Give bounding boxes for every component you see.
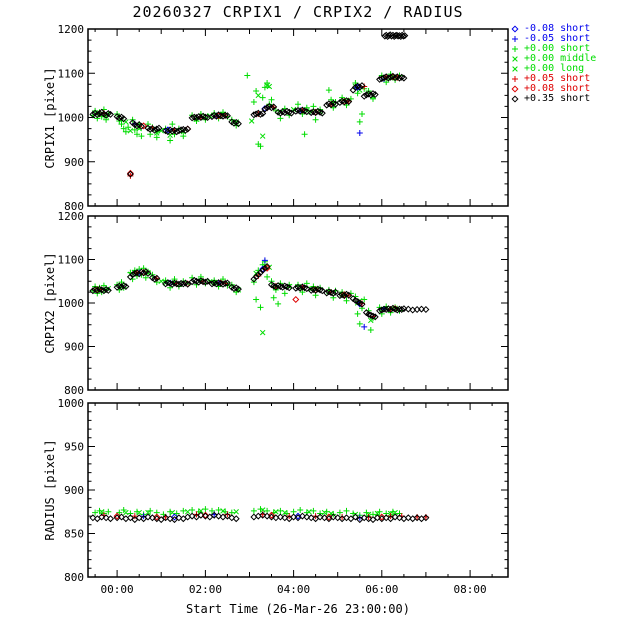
x-tick-label: 02:00 bbox=[189, 583, 222, 596]
panel-radius: 00:00 02:00 04:00 06:00 08:00 800 850 900 950 100… bbox=[58, 397, 509, 596]
series--0-00-long bbox=[123, 74, 394, 134]
series--0-00-short bbox=[92, 506, 403, 519]
legend-entry: +0.08 short bbox=[509, 84, 596, 94]
y-tick-label: 950 bbox=[64, 441, 84, 454]
y-tick-label: 800 bbox=[64, 384, 84, 397]
ticks bbox=[88, 28, 508, 207]
y-tick-label: 1000 bbox=[58, 112, 85, 125]
diamond-icon bbox=[511, 25, 519, 33]
y-tick-label: 1100 bbox=[58, 254, 85, 267]
legend-label: +0.35 short bbox=[524, 93, 591, 104]
diamond-icon bbox=[511, 85, 519, 93]
legend-label: +0.00 middle bbox=[524, 53, 597, 64]
legend-entry: +0.00 middle bbox=[509, 54, 596, 64]
y-axis-label-crpix1: CRPIX1 [pixel] bbox=[43, 67, 57, 169]
y-tick-label: 1000 bbox=[58, 397, 85, 410]
plus-icon bbox=[512, 76, 518, 82]
axis-box bbox=[87, 402, 509, 578]
legend-label: -0.08 short bbox=[524, 23, 591, 34]
legend-label: +0.08 short bbox=[524, 83, 591, 94]
diamond-icon bbox=[511, 95, 519, 103]
y-tick-label: 900 bbox=[64, 156, 84, 169]
panel-crpix1: 800 900 1000 1100 1200 bbox=[58, 23, 509, 213]
legend-entry: +0.35 short bbox=[509, 94, 596, 104]
legend-entry: +0.00 long bbox=[509, 64, 596, 74]
x-tick-label: 00:00 bbox=[101, 583, 134, 596]
legend-entry: -0.05 short bbox=[509, 34, 596, 44]
legend: -0.08 short -0.05 short +0.00 short +0.00 m… bbox=[509, 24, 596, 104]
y-tick-label: 800 bbox=[64, 571, 84, 584]
ticks bbox=[88, 402, 508, 578]
axis-box bbox=[87, 28, 509, 207]
legend-entry: +0.00 short bbox=[509, 44, 596, 54]
y-tick-label: 850 bbox=[64, 528, 84, 541]
y-tick-label: 1200 bbox=[58, 23, 85, 36]
chart-title: 20260327 CRPIX1 / CRPIX2 / RADIUS bbox=[132, 3, 464, 21]
y-tick-label: 1100 bbox=[58, 67, 85, 80]
y-axis-label-crpix2: CRPIX2 [pixel] bbox=[43, 252, 57, 354]
legend-entry: -0.08 short bbox=[509, 24, 596, 34]
y-axis-label-radius: RADIUS [pixel] bbox=[43, 439, 57, 541]
panel-crpix2: 800 900 1000 1100 1200 bbox=[58, 210, 509, 397]
series--0-35-short bbox=[89, 31, 409, 178]
series--0-00-short bbox=[89, 71, 403, 150]
cross-icon bbox=[512, 66, 518, 72]
legend-label: -0.05 short bbox=[524, 33, 591, 44]
series--0-08-short bbox=[113, 511, 386, 521]
y-tick-label: 1200 bbox=[58, 210, 85, 223]
x-tick-label: 04:00 bbox=[277, 583, 310, 596]
legend-entry: +0.05 short bbox=[509, 74, 596, 84]
cross-icon bbox=[512, 56, 518, 62]
x-tick-label: 06:00 bbox=[365, 583, 398, 596]
axis-box bbox=[87, 215, 509, 391]
x-axis-label: Start Time (26-Mar-26 23:00:00) bbox=[186, 602, 410, 616]
y-tick-label: 800 bbox=[64, 200, 84, 213]
series--0-35-short bbox=[89, 511, 430, 524]
series--0-00-middle bbox=[94, 74, 398, 139]
series--0-35-short bbox=[89, 262, 430, 321]
ticks bbox=[88, 215, 508, 391]
plus-icon bbox=[512, 46, 518, 52]
y-tick-label: 1000 bbox=[58, 297, 85, 310]
plus-icon bbox=[512, 36, 518, 42]
y-tick-label: 900 bbox=[64, 341, 84, 354]
legend-label: +0.00 long bbox=[524, 63, 585, 74]
legend-label: +0.05 short bbox=[524, 73, 591, 84]
legend-label: +0.00 short bbox=[524, 43, 591, 54]
x-tick-label: 08:00 bbox=[454, 583, 487, 596]
y-tick-label: 900 bbox=[64, 484, 84, 497]
